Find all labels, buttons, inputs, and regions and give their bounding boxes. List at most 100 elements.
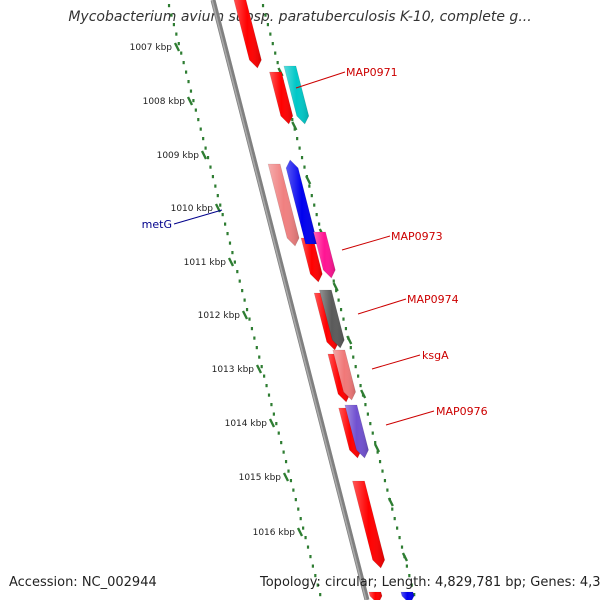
- axis-dot: [214, 184, 217, 188]
- kbp-tick-label: 1016 kbp: [253, 528, 296, 538]
- kbp-tick-outer: [346, 335, 353, 345]
- kbp-tick: [227, 257, 235, 267]
- gene-metg-shade: [286, 160, 318, 244]
- gene-leader-line: [173, 209, 223, 225]
- axis-dot: [309, 555, 312, 559]
- gene-map0973-shade: [313, 232, 336, 278]
- axis-dot: [381, 469, 384, 473]
- axis-dot: [342, 317, 345, 321]
- kbp-tick: [186, 96, 194, 106]
- kbp-tick: [241, 310, 249, 320]
- axis-dot: [393, 517, 396, 521]
- axis-dot: [374, 441, 377, 445]
- kbp-tick-outer: [332, 282, 339, 292]
- axis-dot: [386, 488, 389, 492]
- axis-dot: [313, 203, 316, 207]
- axis-dot: [318, 222, 321, 226]
- axis-dot: [292, 488, 295, 492]
- cds-gene-shade: [233, 0, 262, 68]
- gene-map0971-shade: [283, 66, 309, 124]
- gene-map0974-shade: [319, 290, 345, 348]
- axis-dot: [280, 441, 283, 445]
- map-title: Mycobacterium avium subsp. paratuberculo…: [68, 9, 532, 25]
- axis-dot: [219, 203, 222, 207]
- axis-dot: [271, 42, 274, 46]
- kbp-tick: [268, 418, 276, 428]
- axis-dot: [266, 23, 270, 27]
- cds-gene-shade: [301, 238, 323, 282]
- axis-dot: [298, 146, 301, 150]
- kbp-tick-outer: [360, 389, 367, 399]
- kbp-tick: [173, 42, 181, 52]
- axis-dot: [344, 327, 348, 331]
- axis-dot: [209, 165, 212, 169]
- axis-dot: [391, 507, 394, 511]
- label-metg: metG: [142, 218, 172, 231]
- axis-dot: [277, 431, 280, 435]
- axis-dot: [308, 184, 311, 188]
- axis-dot: [400, 545, 404, 549]
- axis-dot: [189, 89, 193, 93]
- axis-dot: [194, 108, 197, 112]
- axis-dot: [275, 422, 278, 426]
- axis-dot: [410, 583, 413, 587]
- axis-dot: [170, 13, 173, 17]
- axis-dot: [300, 156, 304, 160]
- axis-dot: [233, 260, 236, 264]
- axis-dot: [261, 4, 265, 8]
- gene-leader-line: [357, 298, 407, 315]
- axis-dot: [206, 156, 210, 160]
- axis-dot: [396, 526, 399, 530]
- kbp-tick-label: 1009 kbp: [157, 151, 200, 161]
- cds-gene-shade: [352, 481, 385, 568]
- axis-dot: [224, 222, 227, 226]
- genome-backbone-highlight: [211, 0, 367, 600]
- axis-dot: [250, 327, 254, 331]
- axis-dot: [177, 42, 180, 46]
- axis-dot: [296, 137, 299, 141]
- axis-dot: [297, 507, 300, 511]
- axis-dot: [291, 118, 294, 122]
- axis-dot: [267, 393, 271, 397]
- label-ksga: ksgA: [422, 349, 449, 362]
- accession-text: Accession: NC_002944: [9, 575, 157, 590]
- axis-dot: [197, 118, 200, 122]
- gene-ksga-shade: [332, 350, 356, 400]
- axis-dot: [319, 593, 322, 597]
- axis-dot: [310, 194, 313, 198]
- axis-dot: [303, 165, 306, 169]
- kbp-tick-label: 1008 kbp: [143, 97, 186, 107]
- axis-dot: [349, 346, 352, 350]
- axis-dot: [378, 460, 382, 464]
- axis-dot: [316, 583, 319, 587]
- axis-dot: [354, 365, 357, 369]
- cds-gene-shade: [368, 592, 382, 600]
- axis-dot: [199, 127, 202, 131]
- gene-track: [233, 0, 415, 600]
- axis-dot: [180, 51, 183, 55]
- axis-dot: [398, 536, 401, 540]
- kbp-tick-label: 1012 kbp: [198, 311, 241, 321]
- axis-dot: [274, 51, 277, 55]
- axis-dot: [294, 498, 297, 502]
- axis-dot: [315, 213, 318, 217]
- axis-dot: [202, 137, 205, 141]
- kbp-tick-label: 1010 kbp: [171, 204, 214, 214]
- axis-dot: [276, 61, 279, 65]
- kbp-tick: [200, 150, 208, 160]
- axis-dot: [236, 270, 239, 274]
- axis-dot: [270, 403, 273, 407]
- gene-edge-shade: [400, 592, 414, 600]
- axis-dot: [226, 232, 229, 236]
- kbp-tick-label: 1011 kbp: [184, 258, 227, 268]
- axis-dot: [167, 4, 171, 8]
- axis-dot: [369, 422, 372, 426]
- axis-dot: [359, 384, 362, 388]
- axis-dot: [192, 99, 195, 103]
- axis-dot: [284, 460, 288, 464]
- axis-dot: [243, 298, 246, 302]
- axis-dot: [260, 365, 263, 369]
- kbp-tick-outer: [401, 552, 409, 562]
- axis-dot: [175, 32, 178, 36]
